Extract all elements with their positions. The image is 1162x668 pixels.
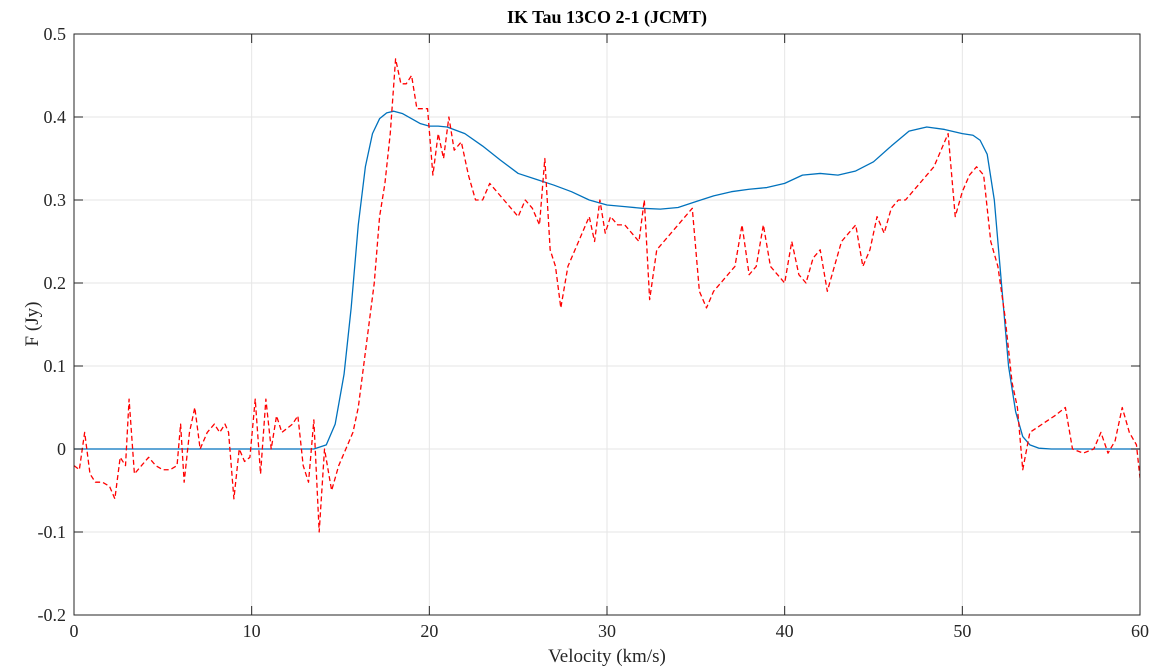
x-tick-label: 0: [70, 621, 79, 641]
x-tick-label: 20: [420, 621, 438, 641]
x-tick-label: 50: [953, 621, 971, 641]
x-tick-label: 30: [598, 621, 616, 641]
series-line-solid: [74, 110, 1140, 450]
tick-labels: 0 10 20 30 40 50 60 -0.2 -0.1 0 0.1 0.2 0.3 0.4 0.5: [38, 24, 1150, 641]
series-line-dashed: [74, 58, 1140, 533]
y-axis-label: F (Jy): [22, 302, 43, 347]
x-axis-label: Velocity (km/s): [548, 646, 666, 667]
y-tick-label: 0.2: [44, 273, 67, 293]
x-tick-label: 60: [1131, 621, 1149, 641]
y-tick-label: -0.1: [38, 522, 67, 542]
x-tick-label: 40: [776, 621, 794, 641]
y-tick-label: 0.3: [44, 190, 67, 210]
ticks: [73, 33, 1141, 616]
y-tick-label: 0.5: [44, 24, 67, 44]
y-tick-label: 0.4: [44, 107, 67, 127]
y-tick-label: 0: [57, 439, 66, 459]
y-tick-label: -0.2: [38, 605, 67, 625]
chart-title: IK Tau 13CO 2-1 (JCMT): [507, 7, 707, 28]
plot-lines: [74, 58, 1140, 533]
y-tick-label: 0.1: [44, 356, 67, 376]
x-tick-label: 10: [243, 621, 261, 641]
